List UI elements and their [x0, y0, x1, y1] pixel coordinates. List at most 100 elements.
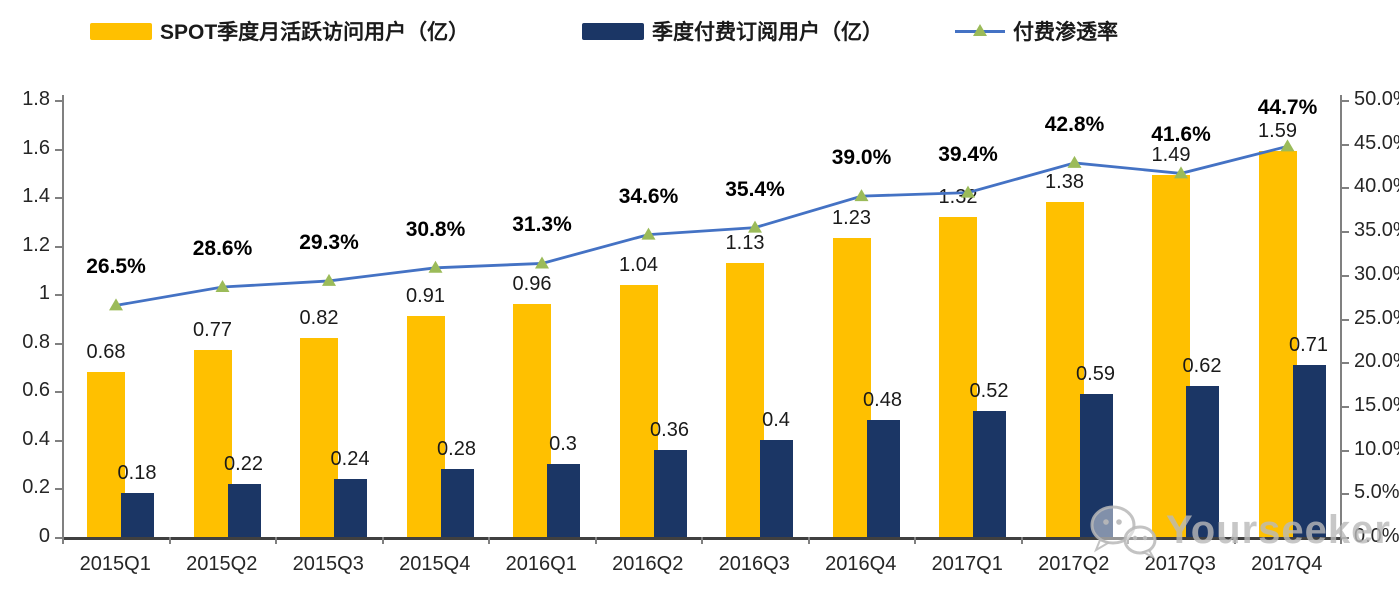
- paid-value-label: 0.4: [762, 408, 790, 431]
- mau-value-label: 0.68: [86, 340, 126, 363]
- triangle-marker-icon: [535, 256, 549, 269]
- mau-bar: [832, 238, 871, 537]
- penetration-percent-label: 41.6%: [1151, 123, 1211, 147]
- left-axis-tick-label: 1.4: [22, 185, 50, 208]
- penetration-percent-label: 29.3%: [299, 230, 359, 254]
- left-axis-tick: [55, 342, 62, 345]
- penetration-percent-label: 39.0%: [831, 146, 892, 170]
- legend-item-mau: SPOT季度月活跃访问用户（亿）: [90, 18, 469, 44]
- left-axis-tick-label: 0: [38, 525, 50, 547]
- paid-bar: [866, 420, 900, 537]
- left-axis-tick: [55, 488, 62, 491]
- x-axis-category-label: 2017Q4: [1251, 553, 1323, 575]
- paid-value-label: 0.3: [549, 433, 577, 456]
- left-axis-tick: [55, 537, 62, 539]
- triangle-marker-icon: [641, 227, 656, 240]
- right-axis-tick-label: 50.0%: [1354, 88, 1399, 110]
- x-axis-tick: [168, 537, 171, 544]
- left-axis-tick-label: 1.8: [22, 88, 50, 110]
- left-axis-tick-label: 1: [38, 282, 50, 305]
- left-axis-tick-label: 0.8: [22, 330, 50, 353]
- x-axis-tick: [594, 537, 597, 544]
- x-axis-tick: [381, 537, 384, 544]
- x-axis-tick: [701, 537, 703, 544]
- penetration-percent-label: 42.8%: [1044, 112, 1105, 136]
- triangle-marker-icon: [109, 298, 123, 311]
- left-axis-tick: [55, 439, 62, 442]
- x-axis-tick: [1233, 537, 1236, 544]
- mau-bar: [87, 371, 125, 537]
- right-axis-tick-label: 5.0%: [1354, 481, 1399, 504]
- left-axis-tick-label: 1.2: [22, 233, 50, 256]
- paid-value-label: 0.48: [863, 389, 902, 412]
- right-axis-tick-label: 45.0%: [1354, 131, 1399, 154]
- mau-value-label: 1.04: [619, 253, 658, 276]
- mau-value-label: 0.96: [512, 272, 552, 295]
- right-axis-line: [1340, 95, 1342, 537]
- penetration-percent-label: 44.7%: [1257, 96, 1318, 120]
- right-axis-tick: [1342, 362, 1349, 365]
- paid-value-label: 0.24: [330, 447, 370, 470]
- right-axis-tick: [1342, 405, 1349, 408]
- x-axis-category-label: 2017Q2: [1038, 553, 1110, 575]
- x-axis-tick: [1127, 537, 1129, 544]
- right-axis-tick-label: 15.0%: [1354, 393, 1399, 416]
- paid-bar: [653, 449, 687, 537]
- mau-bar: [619, 284, 658, 537]
- x-axis-category-label: 2017Q3: [1144, 553, 1216, 575]
- x-axis-category-label: 2017Q1: [931, 553, 1003, 575]
- left-axis-tick: [55, 148, 62, 151]
- left-axis-tick: [55, 391, 62, 394]
- x-axis-tick: [62, 537, 64, 544]
- x-axis-tick: [914, 537, 916, 544]
- paid-bar: [547, 464, 580, 537]
- paid-bar: [440, 469, 474, 537]
- mau-legend-label: SPOT季度月活跃访问用户（亿）: [160, 21, 470, 44]
- x-axis-category-label: 2016Q2: [612, 553, 684, 575]
- left-axis-tick-label: 0.2: [22, 476, 50, 499]
- right-axis-tick-label: 35.0%: [1354, 219, 1399, 242]
- x-axis-category-label: 2016Q3: [718, 553, 790, 575]
- paid-bar: [334, 478, 367, 537]
- x-axis-tick: [1020, 537, 1023, 544]
- paid-value-label: 0.36: [650, 418, 689, 441]
- penetration-percent-label: 39.4%: [938, 142, 998, 166]
- x-axis-category-label: 2015Q2: [186, 553, 258, 575]
- paid-value-label: 0.52: [969, 379, 1009, 402]
- right-axis-tick: [1342, 449, 1349, 452]
- right-axis-tick: [1342, 318, 1349, 321]
- triangle-marker-icon: [215, 280, 230, 293]
- mau-value-label: 1.23: [832, 207, 871, 230]
- paid-legend-swatch: [582, 22, 644, 40]
- right-axis-tick: [1342, 187, 1349, 190]
- paid-value-label: 0.71: [1289, 333, 1328, 356]
- penetration-line-marker-icon: [955, 22, 1005, 40]
- mau-bar: [513, 303, 551, 537]
- penetration-percent-label: 26.5%: [86, 255, 146, 279]
- right-axis-tick: [1342, 231, 1349, 234]
- mau-value-label: 1.32: [938, 185, 978, 208]
- penetration-percent-label: 35.4%: [725, 177, 785, 201]
- paid-value-label: 0.59: [1076, 362, 1115, 385]
- x-axis-tick: [488, 537, 490, 544]
- triangle-marker-icon: [428, 260, 443, 273]
- mau-value-label: 1.38: [1045, 170, 1084, 193]
- paid-bar: [121, 493, 154, 537]
- left-axis-tick: [55, 245, 62, 248]
- mau-value-label: 1.59: [1258, 119, 1297, 142]
- mau-legend-swatch: [90, 22, 152, 40]
- penetration-percent-label: 34.6%: [618, 184, 679, 208]
- mau-value-label: 0.82: [299, 306, 339, 329]
- paid-legend-label: 季度付费订阅用户（亿）: [652, 21, 883, 44]
- x-axis-category-label: 2015Q1: [79, 553, 151, 575]
- paid-bar: [227, 483, 261, 537]
- paid-bar: [760, 439, 793, 537]
- right-axis-tick-label: 30.0%: [1354, 262, 1399, 285]
- penetration-percent-label: 31.3%: [512, 213, 572, 237]
- left-axis-tick-label: 0.4: [22, 427, 50, 450]
- triangle-marker-icon: [1067, 155, 1082, 168]
- right-axis-tick-label: 25.0%: [1354, 306, 1399, 329]
- left-axis-line: [62, 95, 64, 537]
- right-axis-tick: [1342, 493, 1349, 496]
